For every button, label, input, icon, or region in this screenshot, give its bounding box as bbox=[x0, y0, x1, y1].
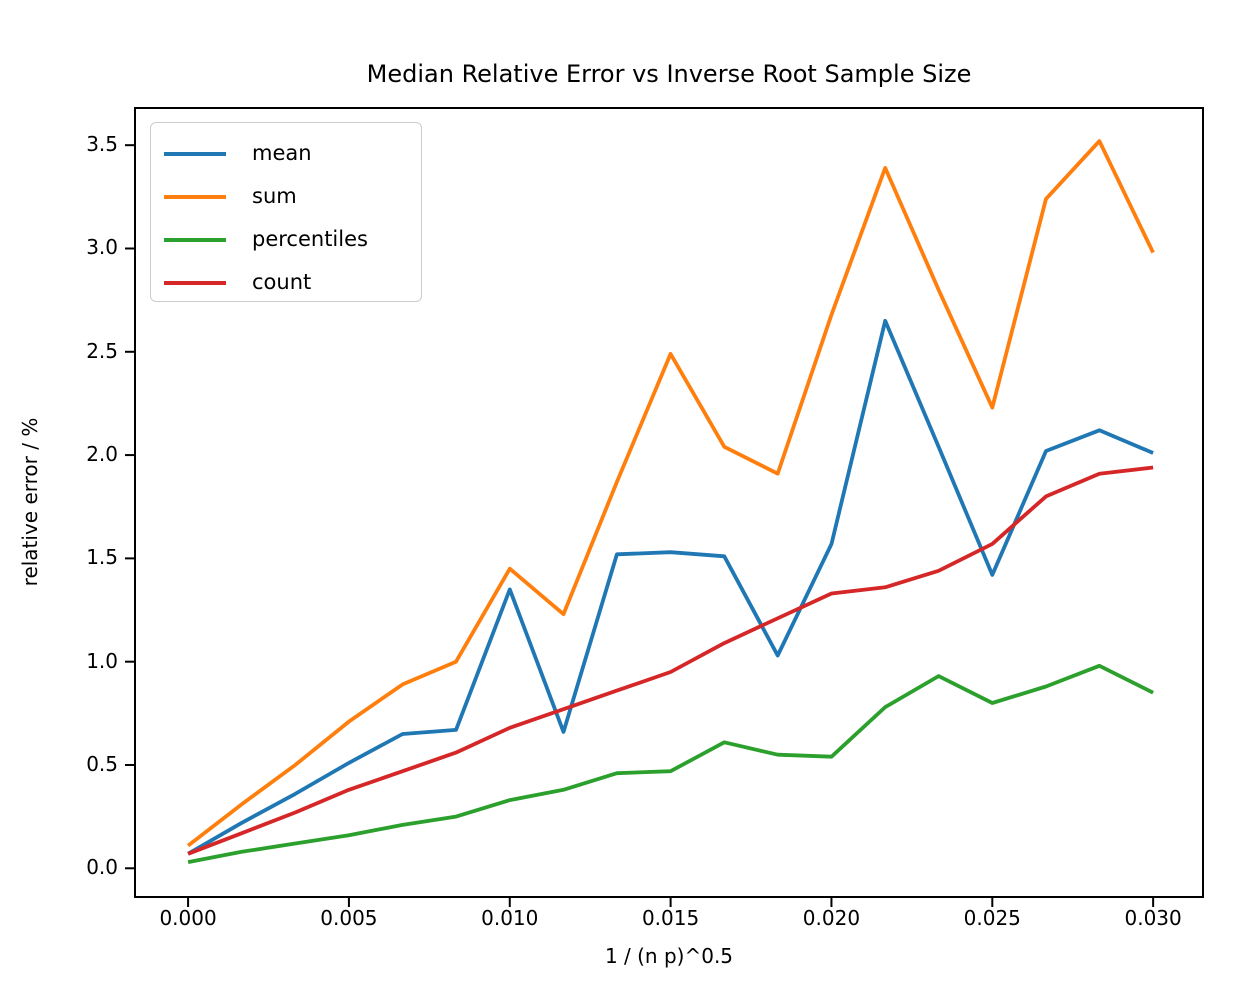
legend: mean sum percentiles count bbox=[150, 122, 422, 302]
y-tick-label: 1.5 bbox=[86, 545, 118, 570]
line-series-percentiles bbox=[187, 663, 1154, 864]
y-tick-label: 3.5 bbox=[86, 132, 118, 157]
legend-label: percentiles bbox=[252, 227, 368, 251]
x-tick-label: 0.020 bbox=[802, 906, 861, 930]
axes-spines bbox=[134, 107, 1204, 898]
line-series-count bbox=[187, 465, 1154, 856]
legend-label: count bbox=[252, 270, 312, 294]
legend-line-swatch bbox=[164, 237, 226, 242]
y-tick-label: 2.0 bbox=[86, 442, 118, 467]
y-axis-label: relative error / % bbox=[18, 417, 42, 587]
legend-label: mean bbox=[252, 141, 312, 165]
x-tick-label: 0.010 bbox=[481, 906, 539, 930]
line-series-sum bbox=[186, 139, 1155, 848]
x-tick-label: 0.005 bbox=[320, 906, 378, 930]
x-tick-label: 0.030 bbox=[1124, 906, 1182, 930]
line-series-mean bbox=[187, 318, 1154, 856]
legend-line-swatch bbox=[164, 151, 226, 156]
y-tick-label: 0.0 bbox=[86, 855, 118, 880]
x-tick-label: 0.000 bbox=[159, 906, 217, 930]
x-tick-label: 0.015 bbox=[641, 906, 700, 930]
legend-entry-sum: sum bbox=[151, 175, 421, 218]
x-axis-label: 1 / (n p)^0.5 bbox=[604, 944, 734, 968]
legend-entry-percentiles: percentiles bbox=[151, 218, 421, 261]
chart-title: Median Relative Error vs Inverse Root Sa… bbox=[366, 60, 972, 88]
legend-entry-mean: mean bbox=[151, 132, 421, 175]
y-tick-label: 3.0 bbox=[86, 235, 118, 260]
legend-entry-count: count bbox=[151, 261, 421, 304]
y-tick-label: 2.5 bbox=[86, 338, 118, 363]
y-tick-label: 1.0 bbox=[86, 648, 118, 673]
legend-line-swatch bbox=[164, 194, 226, 199]
y-tick-label: 0.5 bbox=[86, 751, 118, 776]
x-tick-label: 0.025 bbox=[963, 906, 1021, 930]
legend-line-swatch bbox=[164, 280, 226, 285]
legend-label: sum bbox=[252, 184, 297, 208]
